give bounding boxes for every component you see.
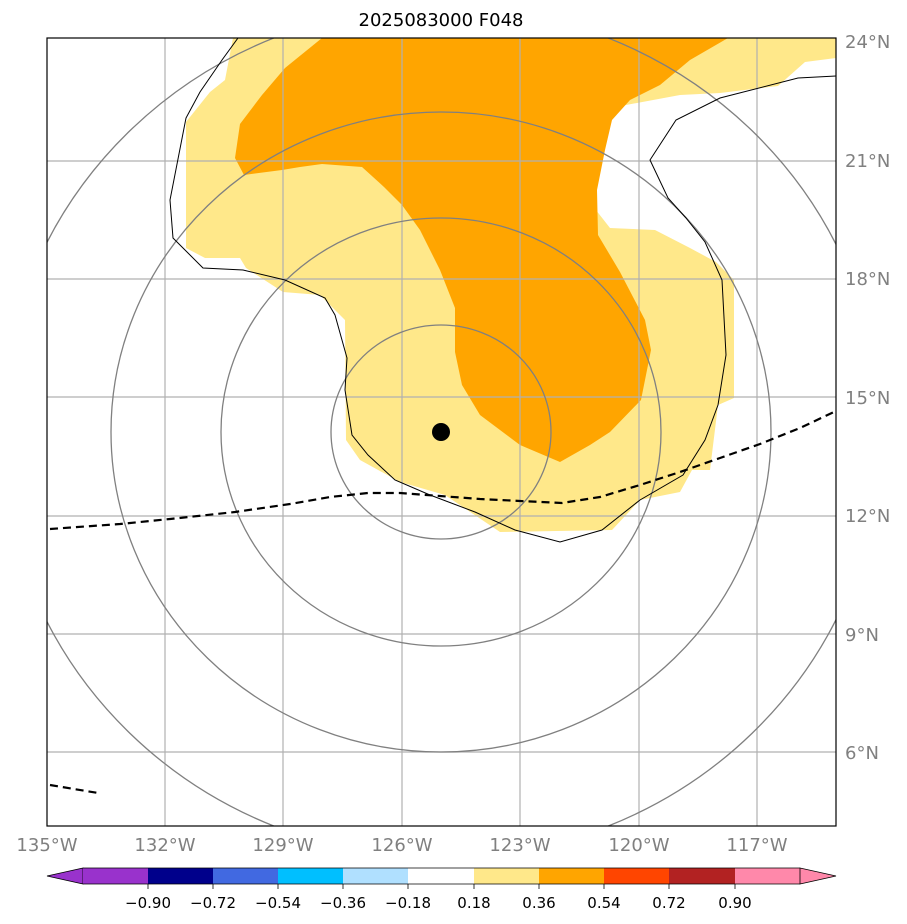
storm-center-marker	[432, 423, 450, 441]
latitude-labels: 24°N 21°N 18°N 15°N 12°N 9°N 6°N	[845, 32, 890, 764]
range-ring-1	[330, 324, 552, 540]
lat-label: 6°N	[845, 743, 879, 764]
colorbar-segment	[474, 868, 539, 884]
storm-track	[49, 410, 836, 531]
colorbar-label: −0.72	[190, 894, 236, 912]
lat-label: 24°N	[845, 32, 890, 53]
colorbar-extend-low	[46, 867, 84, 885]
colorbar-label: −0.18	[385, 894, 431, 912]
colorbar-segment	[604, 868, 669, 884]
lon-label: 117°W	[726, 835, 787, 856]
colorbar-label: 0.90	[718, 894, 751, 912]
lon-label: 129°W	[252, 835, 313, 856]
colorbar-segment	[343, 868, 408, 884]
lon-label: 132°W	[134, 835, 195, 856]
colorbar-segment	[539, 868, 604, 884]
lat-label: 9°N	[845, 625, 879, 646]
colorbar-label: 0.36	[522, 894, 555, 912]
colorbar: −0.90 −0.72 −0.54 −0.36 −0.18 0.18 0.36 …	[46, 867, 837, 912]
lon-label: 120°W	[608, 835, 669, 856]
colorbar-segment	[408, 868, 474, 884]
lon-label: 123°W	[489, 835, 550, 856]
colorbar-extend-high	[799, 867, 837, 885]
lat-label: 12°N	[845, 506, 890, 527]
lat-label: 15°N	[845, 388, 890, 409]
colorbar-label: −0.90	[125, 894, 171, 912]
colorbar-label: −0.36	[320, 894, 366, 912]
lon-label: 126°W	[371, 835, 432, 856]
contour-line	[169, 38, 836, 543]
map-area	[47, 38, 836, 826]
lat-label: 18°N	[845, 269, 890, 290]
colorbar-ticks	[147, 884, 736, 889]
colorbar-label: −0.54	[255, 894, 301, 912]
lon-label: 135°W	[16, 835, 77, 856]
colorbar-segment	[213, 868, 278, 884]
colorbar-label: 0.72	[652, 894, 685, 912]
range-ring-3	[110, 111, 772, 753]
dark-anomaly-region	[235, 38, 728, 462]
colorbar-segment	[148, 868, 213, 884]
colorbar-segment	[278, 868, 343, 884]
colorbar-segment	[83, 868, 148, 884]
range-rings	[47, 38, 836, 826]
colorbar-segment	[669, 868, 735, 884]
map-frame	[46, 37, 837, 827]
colorbar-label: 0.54	[587, 894, 620, 912]
range-ring-2	[220, 217, 662, 647]
colorbar-segment	[735, 868, 800, 884]
gridlines	[47, 38, 836, 826]
colorbar-label: 0.18	[457, 894, 490, 912]
figure-title: 2025083000 F048	[359, 10, 524, 31]
storm-track-segment	[49, 783, 99, 795]
longitude-labels: 135°W 132°W 129°W 126°W 123°W 120°W 117°…	[16, 835, 787, 856]
lat-label: 21°N	[845, 151, 890, 172]
